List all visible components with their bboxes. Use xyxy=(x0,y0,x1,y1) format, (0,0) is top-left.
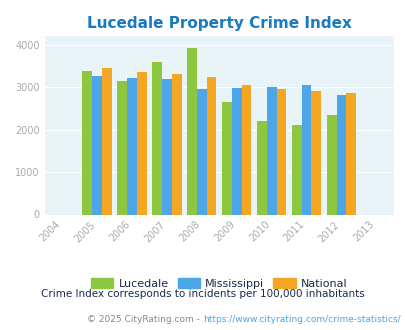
Bar xyxy=(256,121,266,214)
Bar xyxy=(291,125,301,214)
Bar xyxy=(152,62,162,215)
Bar xyxy=(241,85,251,214)
Bar xyxy=(311,91,320,214)
Text: https://www.cityrating.com/crime-statistics/: https://www.cityrating.com/crime-statist… xyxy=(202,315,400,324)
Bar xyxy=(345,93,355,214)
Bar xyxy=(231,88,241,214)
Bar xyxy=(92,76,102,215)
Text: © 2025 CityRating.com -: © 2025 CityRating.com - xyxy=(87,315,202,324)
Bar xyxy=(301,85,311,214)
Bar xyxy=(206,78,216,214)
Bar xyxy=(276,89,286,214)
Bar xyxy=(136,72,146,215)
Text: Crime Index corresponds to incidents per 100,000 inhabitants: Crime Index corresponds to incidents per… xyxy=(41,289,364,299)
Title: Lucedale Property Crime Index: Lucedale Property Crime Index xyxy=(87,16,351,31)
Bar xyxy=(127,78,136,214)
Legend: Lucedale, Mississippi, National: Lucedale, Mississippi, National xyxy=(86,274,351,293)
Bar xyxy=(196,89,206,214)
Bar xyxy=(82,71,92,214)
Bar xyxy=(162,80,171,214)
Bar xyxy=(266,87,276,214)
Bar xyxy=(326,115,336,214)
Bar xyxy=(222,102,231,214)
Bar xyxy=(187,48,196,214)
Bar xyxy=(336,95,345,214)
Bar xyxy=(102,68,111,214)
Bar xyxy=(117,81,127,214)
Bar xyxy=(171,75,181,214)
